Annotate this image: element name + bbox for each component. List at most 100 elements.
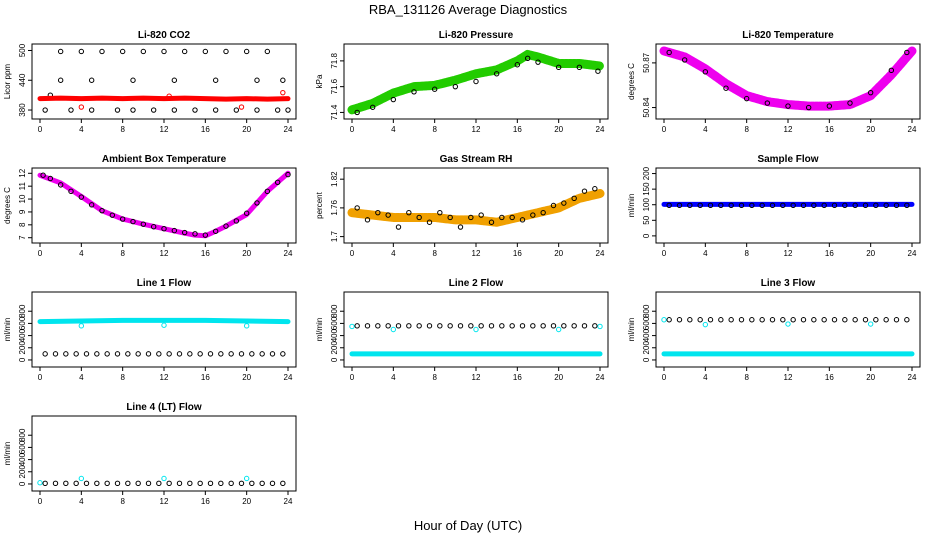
- data-point: [125, 480, 131, 487]
- data-point: [862, 202, 869, 209]
- data-point: [790, 202, 796, 209]
- x-tick-label: 20: [866, 125, 875, 134]
- x-tick-label: 4: [391, 373, 396, 382]
- x-tick-label: 0: [350, 249, 355, 258]
- x-tick-label: 20: [554, 373, 563, 382]
- x-tick-label: 4: [703, 373, 708, 382]
- data-point: [530, 323, 536, 329]
- y-tick-label: 800: [18, 428, 27, 442]
- data-point: [354, 109, 360, 116]
- x-tick-label: 8: [120, 373, 125, 382]
- data-point: [395, 224, 402, 230]
- data-point: [702, 69, 709, 75]
- data-point: [354, 323, 360, 329]
- x-tick-label: 8: [432, 125, 437, 134]
- y-axis-label: ml/min: [627, 194, 636, 218]
- data-point: [759, 202, 765, 209]
- data-point: [555, 326, 562, 333]
- data-point: [540, 323, 546, 329]
- data-point: [555, 64, 562, 71]
- data-point: [171, 77, 178, 83]
- data-point: [831, 202, 838, 209]
- data-point: [681, 57, 688, 63]
- data-point: [192, 231, 198, 237]
- x-tick-label: 16: [201, 497, 210, 506]
- panel-4: Gas Stream RH percent 0 4 8 12 16 20 24 1.7 1.76 1.…: [315, 154, 609, 258]
- data-point: [78, 475, 85, 482]
- data-point: [140, 48, 147, 55]
- data-point: [509, 323, 515, 329]
- data-point: [687, 202, 693, 209]
- data-point: [811, 317, 817, 323]
- x-tick-label: 8: [120, 249, 125, 258]
- data-point: [873, 202, 879, 209]
- data-point: [37, 480, 43, 486]
- x-tick-label: 16: [201, 373, 210, 382]
- x-tick-label: 0: [662, 125, 667, 134]
- data-point: [826, 103, 833, 109]
- x-tick-label: 8: [744, 373, 749, 382]
- data-point: [375, 209, 381, 216]
- y-tick-label: 50.84: [642, 97, 651, 118]
- data-point: [228, 480, 234, 487]
- data-point: [821, 317, 827, 323]
- x-tick-label: 12: [784, 249, 793, 258]
- data-point: [212, 107, 219, 113]
- x-tick-label: 24: [908, 373, 917, 382]
- data-point: [738, 317, 745, 323]
- data-point: [769, 317, 776, 323]
- data-point: [161, 48, 167, 55]
- x-tick-label: 24: [596, 373, 605, 382]
- data-point: [800, 202, 807, 209]
- y-tick-label: 0: [642, 357, 651, 362]
- y-tick-label: 10: [18, 194, 27, 203]
- data-point: [764, 100, 771, 106]
- data-point: [769, 202, 776, 209]
- data-point: [63, 351, 69, 357]
- data-point: [78, 104, 85, 110]
- data-point: [212, 228, 219, 234]
- data-point: [130, 77, 136, 83]
- data-point: [78, 194, 85, 200]
- data-point: [228, 351, 234, 357]
- data-point: [57, 182, 64, 188]
- x-tick-label: 4: [703, 249, 708, 258]
- x-tick-label: 0: [38, 125, 43, 134]
- data-point: [140, 221, 147, 227]
- data-point: [493, 71, 500, 77]
- data-point: [390, 96, 397, 103]
- data-point: [52, 351, 59, 357]
- data-point: [42, 351, 48, 357]
- data-point: [135, 480, 141, 487]
- data-point: [104, 480, 110, 487]
- data-point: [473, 78, 479, 85]
- x-tick-label: 4: [79, 497, 84, 506]
- data-point: [161, 225, 167, 232]
- data-point: [592, 186, 598, 192]
- x-tick-label: 4: [79, 373, 84, 382]
- data-point: [862, 317, 869, 323]
- data-point: [78, 48, 85, 55]
- data-point: [145, 351, 152, 357]
- y-tick-label: 600: [330, 316, 339, 330]
- data-point: [687, 317, 693, 323]
- data-point: [274, 107, 281, 113]
- data-point: [904, 317, 910, 323]
- series-line: [37, 170, 291, 239]
- y-tick-label: 200: [18, 465, 27, 479]
- data-point: [269, 351, 276, 357]
- plot-frame: [343, 43, 609, 120]
- data-point: [780, 202, 786, 209]
- data-point: [249, 480, 255, 487]
- data-point: [187, 480, 193, 487]
- data-point: [478, 212, 484, 218]
- data-point: [130, 107, 136, 113]
- data-point: [473, 326, 479, 333]
- data-point: [676, 202, 683, 209]
- data-point: [723, 85, 729, 91]
- y-tick-label: 400: [18, 452, 27, 466]
- data-point: [437, 323, 443, 329]
- data-point: [426, 323, 433, 329]
- data-point: [561, 200, 567, 206]
- data-point: [457, 323, 464, 329]
